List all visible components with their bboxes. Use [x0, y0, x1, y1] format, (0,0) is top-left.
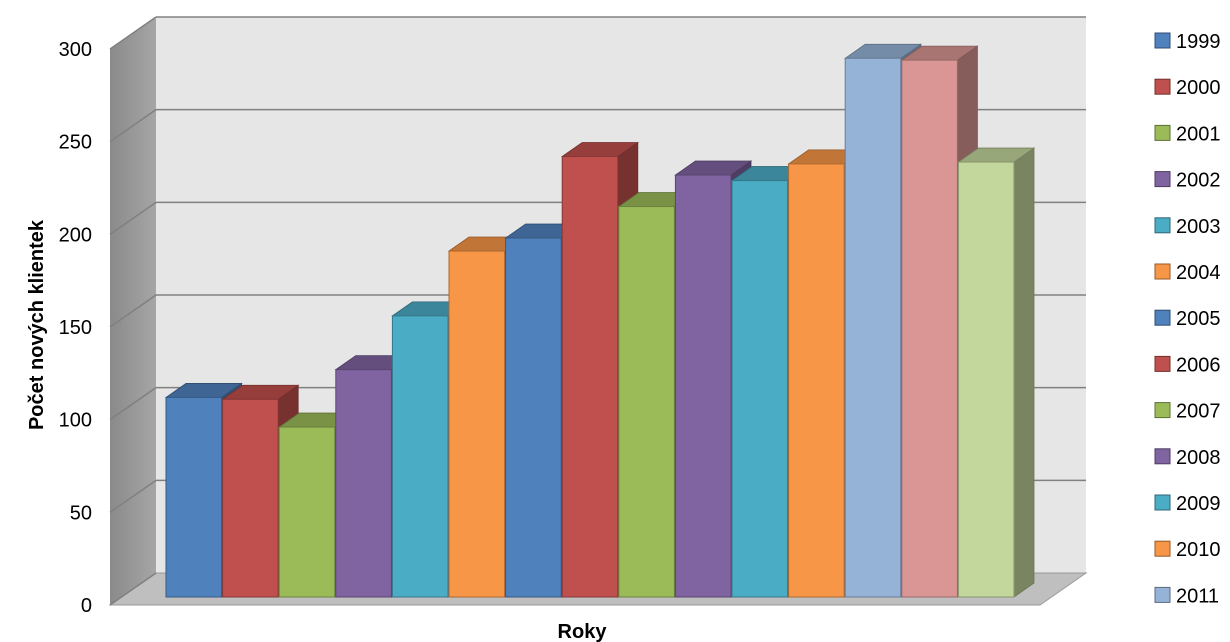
- legend: 1999 2000 2001 2002 2003 2004 2005 2006 2007 2008…: [1154, 31, 1221, 607]
- legend-item: 1999: [1154, 31, 1221, 53]
- y-tick-label: 150: [59, 317, 92, 339]
- y-axis-title: Počet nových klientek: [26, 219, 48, 430]
- legend-item: 2002: [1154, 170, 1221, 192]
- bar-front: [844, 57, 902, 598]
- bar-front: [335, 369, 392, 598]
- bar-front: [674, 174, 732, 598]
- legend-item: 2000: [1154, 77, 1221, 99]
- legend-label: 2003: [1176, 216, 1221, 238]
- y-tick-label: 300: [59, 39, 92, 61]
- bar-front: [788, 163, 845, 598]
- gridline-side: [109, 479, 157, 513]
- legend-swatch: [1154, 78, 1171, 95]
- gridline-side: [109, 572, 157, 606]
- legend-label: 2009: [1176, 493, 1221, 515]
- bar-front: [901, 59, 958, 598]
- legend-label: 2004: [1176, 262, 1221, 284]
- legend-label: 2000: [1176, 77, 1221, 99]
- legend-swatch: [1154, 448, 1171, 465]
- bars: [164, 43, 1036, 598]
- legend-label: 2005: [1176, 308, 1221, 330]
- legend-item: 2004: [1154, 262, 1221, 284]
- x-axis-title: Roky: [558, 621, 608, 642]
- legend-swatch: [1154, 217, 1171, 234]
- bar-side: [1013, 147, 1035, 598]
- bar-front: [957, 161, 1015, 598]
- bar-front: [222, 398, 279, 598]
- legend-item: 2010: [1154, 539, 1221, 561]
- bar-front: [618, 206, 675, 598]
- y-tick-label: 100: [59, 410, 92, 432]
- y-tick-label: 250: [59, 132, 92, 154]
- legend-swatch: [1154, 586, 1171, 603]
- gridline-side: [109, 294, 157, 328]
- y-tick-label: 0: [81, 595, 92, 617]
- legend-item: 2006: [1154, 354, 1221, 376]
- legend-swatch: [1154, 355, 1171, 372]
- bar-front: [448, 250, 506, 598]
- legend-label: 2007: [1176, 401, 1221, 423]
- bar-front: [731, 180, 789, 598]
- bar-front: [391, 315, 449, 598]
- gridline-side: [109, 109, 157, 143]
- legend-label: 2010: [1176, 539, 1221, 561]
- legend-item: 2005: [1154, 308, 1221, 330]
- legend-swatch: [1154, 171, 1171, 188]
- gridline-side: [109, 16, 157, 50]
- legend-swatch: [1154, 402, 1171, 419]
- legend-item: 2001: [1154, 123, 1221, 145]
- legend-swatch: [1154, 124, 1171, 141]
- legend-swatch: [1154, 263, 1171, 280]
- legend-item: 2008: [1154, 447, 1221, 469]
- legend-swatch: [1154, 540, 1171, 557]
- y-axis-ticks: 0 50 100 150 200 250 300: [59, 39, 92, 617]
- gridline-side: [109, 387, 157, 421]
- legend-label: 1999: [1176, 31, 1221, 53]
- legend-item: 2007: [1154, 401, 1221, 423]
- gridline-side: [109, 201, 157, 235]
- legend-swatch: [1154, 309, 1171, 326]
- bar-front: [561, 155, 619, 598]
- legend-label: 2006: [1176, 354, 1221, 376]
- legend-label: 2008: [1176, 447, 1221, 469]
- legend-label: 2001: [1176, 123, 1221, 145]
- bar-front: [165, 396, 223, 598]
- legend-swatch: [1154, 494, 1171, 511]
- bar-front: [278, 426, 336, 598]
- bar-front: [505, 237, 562, 598]
- legend-label: 2011: [1176, 585, 1219, 607]
- bar-2013: [957, 147, 1036, 598]
- legend-label: 2002: [1176, 170, 1221, 192]
- y-tick-label: 50: [70, 502, 92, 524]
- legend-swatch: [1154, 32, 1171, 49]
- legend-item: 2003: [1154, 216, 1221, 238]
- legend-item: 2011: [1154, 585, 1219, 607]
- y-tick-label: 200: [59, 224, 92, 246]
- legend-item: 2009: [1154, 493, 1221, 515]
